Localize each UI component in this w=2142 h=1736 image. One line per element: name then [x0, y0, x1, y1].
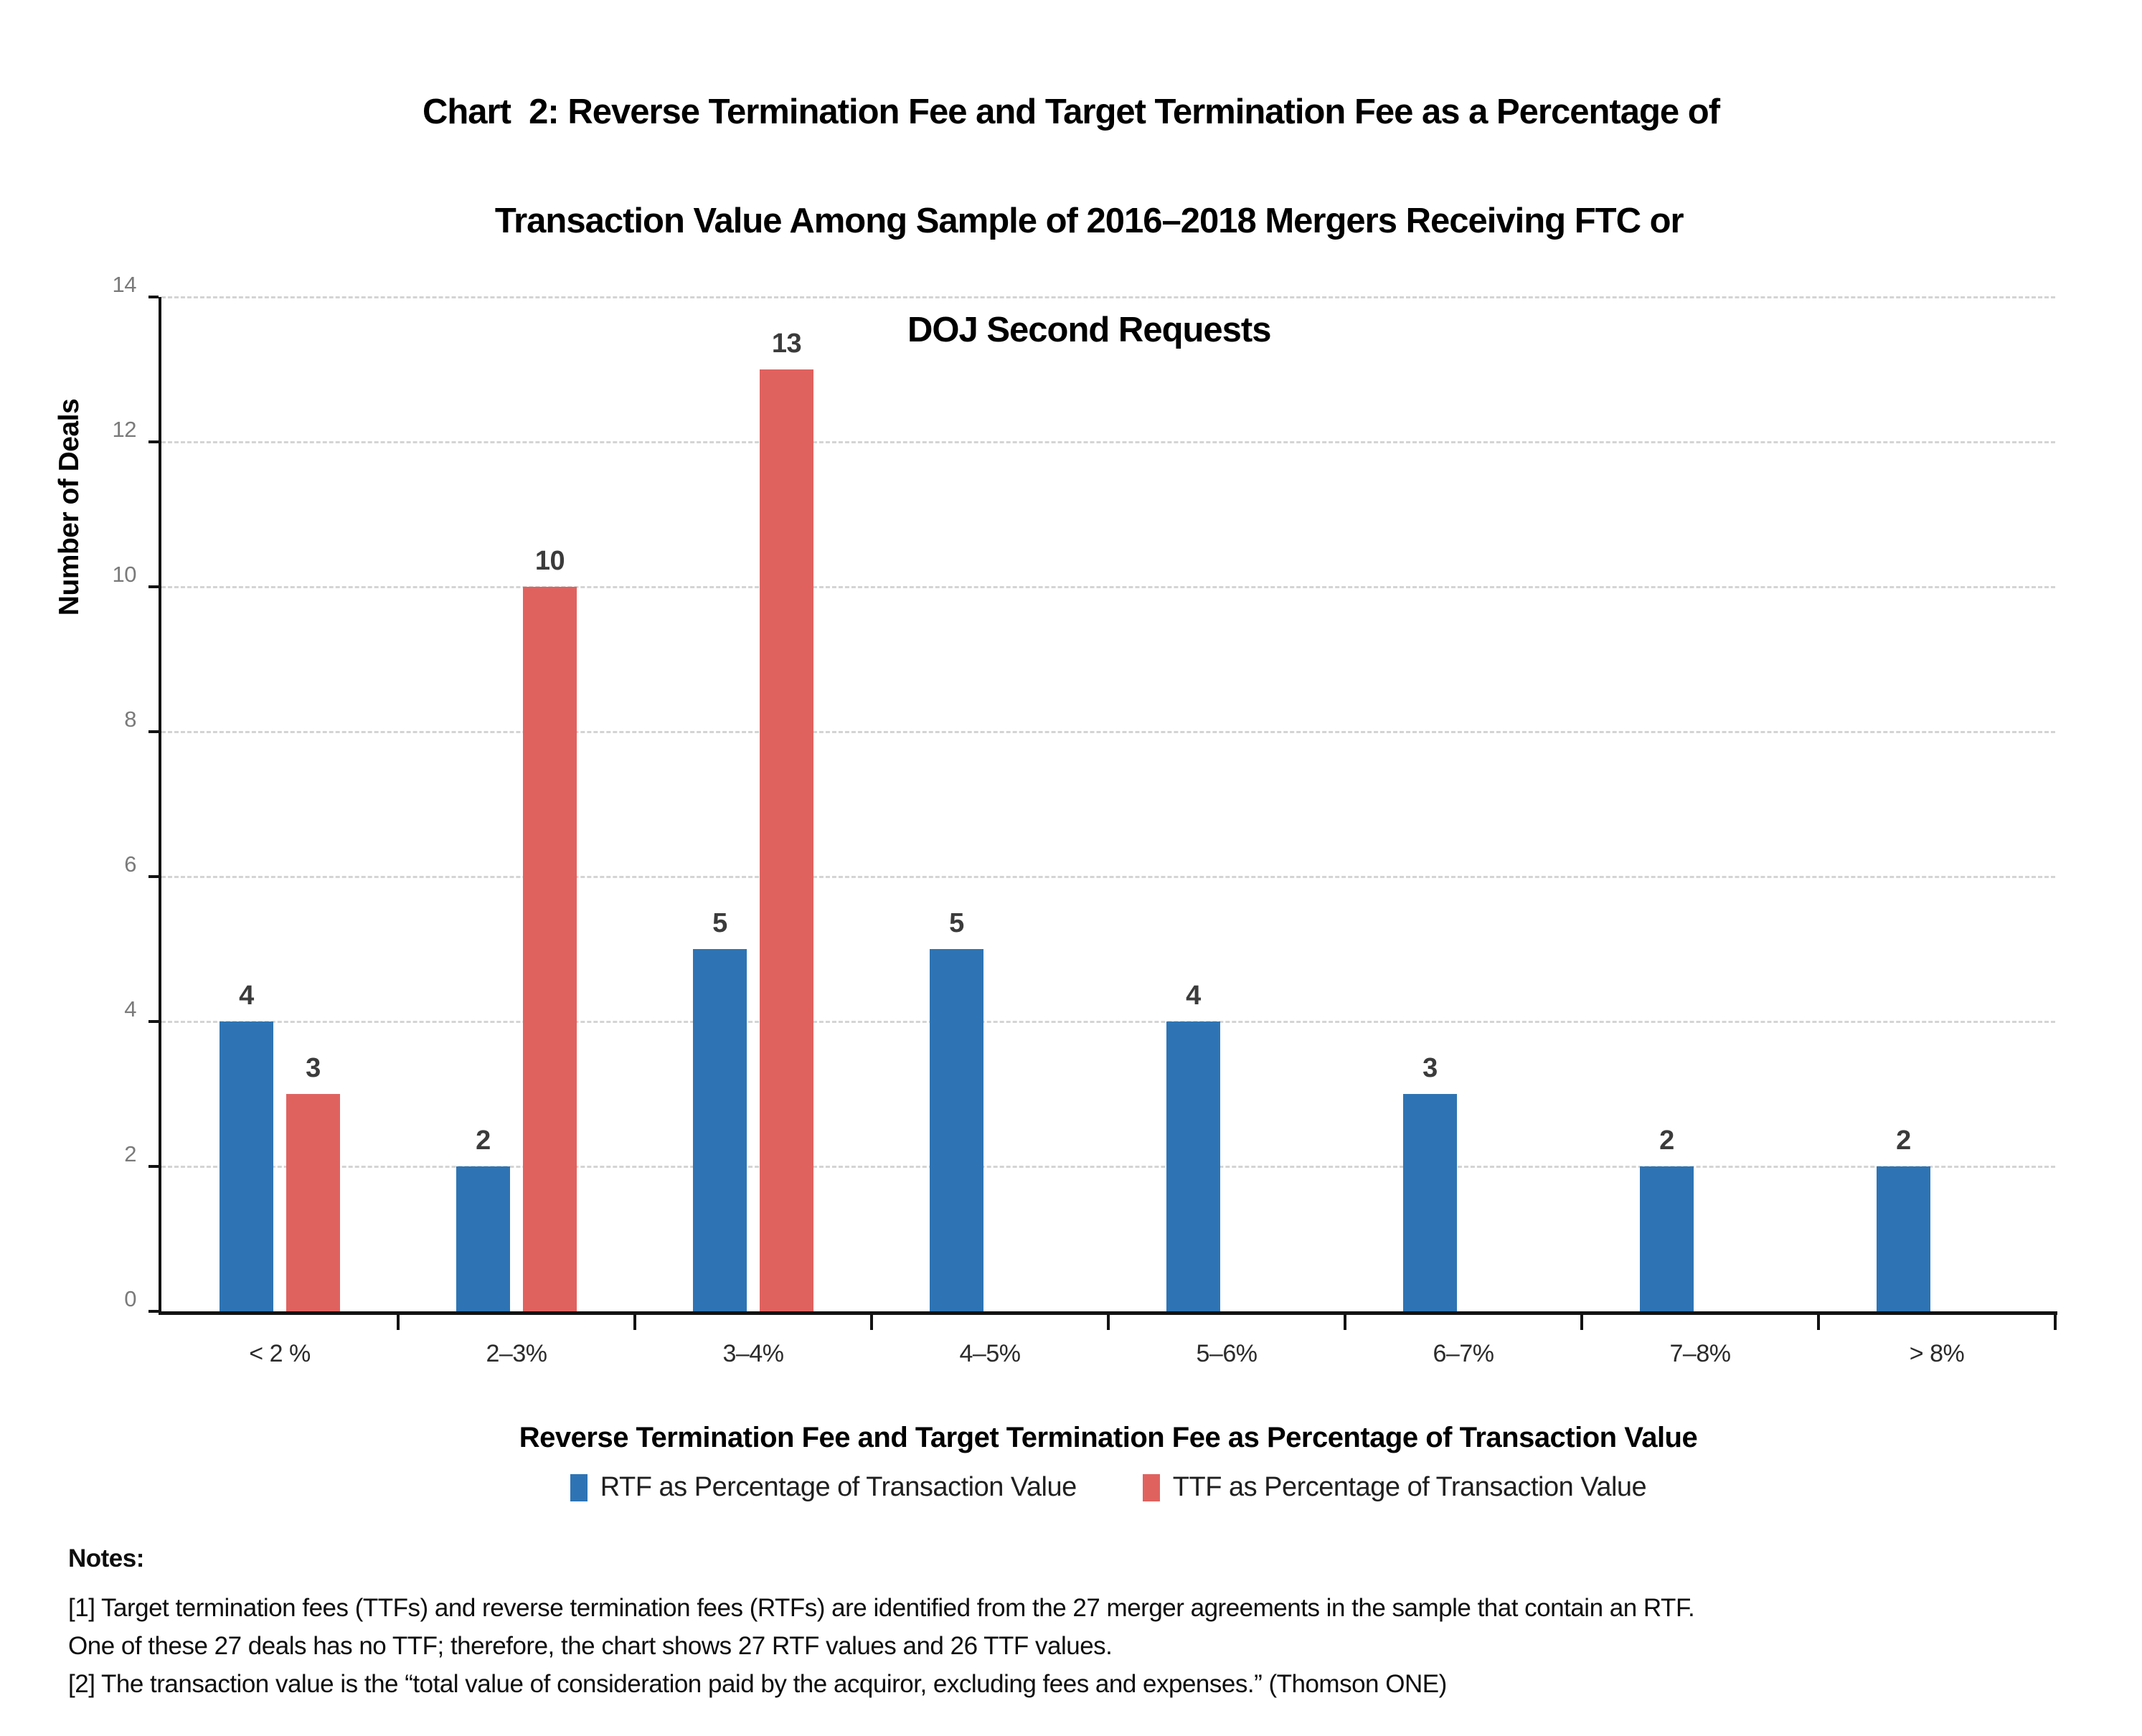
gridline-y-4 — [161, 1020, 2055, 1023]
x-category-label-5: 5–6% — [1196, 1340, 1258, 1367]
gridline-y-8 — [161, 730, 2055, 733]
bar-rtf-5 — [1166, 1022, 1220, 1311]
bar-ttf-3 — [760, 369, 813, 1311]
y-tick-label-0: 0 — [124, 1286, 136, 1311]
bar-ttf-1 — [286, 1094, 340, 1311]
y-tick-2 — [148, 1165, 159, 1168]
x-category-label-7: 7–8% — [1669, 1340, 1731, 1367]
y-tick-14 — [148, 296, 159, 298]
y-tick-6 — [148, 875, 159, 878]
bar-rtf-6 — [1403, 1094, 1457, 1311]
gridline-y-6 — [161, 875, 2055, 878]
note-line-2: One of these 27 deals has no TTF; theref… — [68, 1632, 1113, 1660]
y-tick-12 — [148, 440, 159, 443]
x-tick-5 — [1344, 1311, 1346, 1330]
bar-value-ttf-1: 3 — [306, 1053, 321, 1083]
bar-value-rtf-2: 2 — [476, 1126, 491, 1156]
x-tick-3 — [870, 1311, 873, 1330]
y-tick-label-10: 10 — [112, 562, 137, 587]
x-tick-4 — [1107, 1311, 1110, 1330]
legend-marker-rtf — [570, 1473, 588, 1501]
plot-area: 0 2 4 6 8 10 12 14 4 3 < 2 % 2 10 2–3% 5 13 3–4% 5 4–5% 4 5–… — [113, 272, 2057, 1367]
note-line-1: [1] Target termination fees (TTFs) and r… — [68, 1594, 1695, 1622]
legend-label-ttf: TTF as Percentage of Transaction Value — [1172, 1472, 1647, 1502]
notes-heading: Notes: — [68, 1544, 144, 1572]
y-tick-0 — [148, 1310, 159, 1313]
note-line-3: [2] The transaction value is the “total … — [68, 1670, 1447, 1698]
gridline-y-10 — [161, 585, 2055, 588]
x-category-label-4: 4–5% — [959, 1340, 1021, 1367]
gridline-y-14 — [161, 296, 2055, 298]
bar-rtf-8 — [1877, 1166, 1930, 1311]
bar-value-ttf-3: 13 — [771, 329, 802, 359]
x-category-label-8: > 8% — [1909, 1340, 1965, 1367]
y-axis-line — [159, 297, 161, 1313]
legend-marker-ttf — [1142, 1473, 1160, 1501]
y-tick-label-2: 2 — [124, 1141, 136, 1166]
x-tick-6 — [1580, 1311, 1583, 1330]
x-category-label-2: 2–3% — [486, 1340, 547, 1367]
y-tick-8 — [148, 730, 159, 733]
bar-value-ttf-2: 10 — [534, 546, 565, 576]
y-tick-label-12: 12 — [112, 417, 137, 442]
legend-item-rtf: RTF as Percentage of Transaction Value — [570, 1472, 1077, 1503]
gridline-y-2 — [161, 1165, 2055, 1168]
bar-ttf-2 — [523, 587, 577, 1311]
x-category-label-1: < 2 % — [249, 1340, 311, 1367]
chart-title-line-2: Transaction Value Among Sample of 2016–2… — [494, 202, 1684, 240]
x-category-label-6: 6–7% — [1433, 1340, 1494, 1367]
bar-value-rtf-6: 3 — [1423, 1053, 1438, 1083]
legend-label-rtf: RTF as Percentage of Transaction Value — [600, 1472, 1077, 1502]
bar-value-rtf-4: 5 — [949, 908, 964, 938]
bar-rtf-4 — [930, 949, 983, 1311]
chart-title-line-3: DOJ Second Requests — [907, 311, 1272, 349]
bar-value-rtf-8: 2 — [1896, 1126, 1911, 1156]
y-tick-label-8: 8 — [124, 707, 136, 732]
x-tick-2 — [633, 1311, 636, 1330]
bar-rtf-3 — [693, 949, 747, 1311]
chart-title-line-1: Chart 2: Reverse Termination Fee and Tar… — [422, 93, 1720, 131]
bar-rtf-2 — [456, 1166, 510, 1311]
x-tick-8 — [2054, 1311, 2057, 1330]
x-tick-1 — [397, 1311, 400, 1330]
bar-value-rtf-3: 5 — [712, 908, 727, 938]
y-tick-label-6: 6 — [124, 852, 136, 877]
bar-rtf-7 — [1640, 1166, 1694, 1311]
x-axis-title: Reverse Termination Fee and Target Termi… — [519, 1422, 1698, 1453]
gridline-y-12 — [161, 440, 2055, 443]
bar-value-rtf-5: 4 — [1186, 981, 1201, 1011]
chart-title: Chart 2: Reverse Termination Fee and Tar… — [0, 85, 2142, 412]
bar-rtf-1 — [220, 1022, 273, 1311]
y-tick-4 — [148, 1020, 159, 1023]
x-tick-7 — [1817, 1311, 1820, 1330]
notes: Notes: [1] Target termination fees (TTFs… — [68, 1539, 2077, 1703]
legend: RTF as Percentage of Transaction Value TT… — [161, 1472, 2055, 1503]
x-category-label-3: 3–4% — [722, 1340, 784, 1367]
y-tick-10 — [148, 585, 159, 588]
bar-value-rtf-7: 2 — [1659, 1126, 1674, 1156]
y-tick-label-14: 14 — [112, 272, 137, 297]
legend-item-ttf: TTF as Percentage of Transaction Value — [1142, 1472, 1647, 1503]
y-tick-label-4: 4 — [124, 996, 136, 1022]
bar-value-rtf-1: 4 — [239, 981, 254, 1011]
